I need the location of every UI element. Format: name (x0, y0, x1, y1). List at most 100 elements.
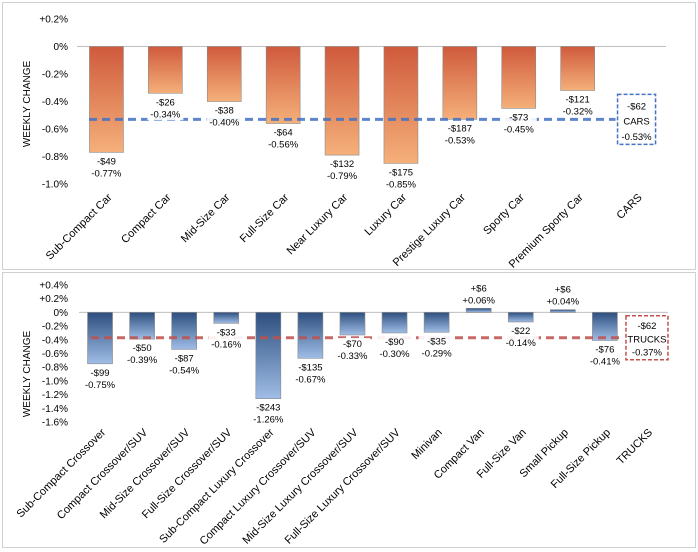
car-pct-label: -0.79% (327, 171, 358, 182)
car-data-label-bg (382, 166, 419, 191)
car-data-label-bg (206, 104, 243, 129)
car-dollar-label: -$49 (97, 156, 116, 167)
truck-y-tick-label: -0.8% (42, 363, 68, 374)
truck-average-pct: -0.37% (632, 348, 663, 359)
car-pct-label: -0.53% (445, 135, 476, 146)
truck-data-label-bg (208, 326, 245, 351)
truck-data-label-bg (250, 401, 287, 426)
truck-pct-label: -0.75% (85, 380, 116, 391)
car-bar (324, 46, 360, 156)
truck-y-tick-label: -1.4% (42, 404, 68, 415)
truck-bar (550, 309, 576, 313)
truck-dollar-label: -$70 (343, 339, 362, 350)
car-y-tick-label: 0% (54, 42, 69, 53)
truck-y-tick-label: +0.2% (39, 294, 68, 305)
truck-y-tick-label: -1.6% (42, 418, 68, 429)
truck-data-label-bg (82, 366, 119, 391)
car-data-label-bg (500, 111, 537, 136)
car-bar (560, 46, 595, 91)
car-pct-label: -0.77% (91, 168, 122, 179)
truck-pct-label: -0.67% (295, 374, 326, 385)
truck-pct-label: -0.54% (169, 365, 200, 376)
car-dollar-label: -$175 (389, 167, 413, 178)
car-average-dollar: -$62 (627, 102, 646, 113)
truck-pct-label: -0.16% (211, 339, 242, 350)
truck-average-box (625, 314, 669, 361)
trucks-y-axis-title: WEEKLY CHANGE (22, 331, 33, 418)
truck-data-label-bg (418, 335, 455, 360)
car-dollar-label: -$121 (565, 95, 589, 106)
truck-average-dollar: -$62 (637, 321, 656, 332)
car-bar (89, 46, 124, 153)
car-pct-label: -0.45% (504, 124, 535, 135)
truck-bar (129, 312, 155, 340)
truck-data-label-bg (334, 338, 371, 363)
car-dollar-label: -$187 (448, 123, 472, 134)
truck-data-label-bg (124, 342, 161, 367)
car-y-tick-label: -0.2% (42, 70, 68, 81)
car-bar (442, 46, 478, 120)
truck-bar (339, 312, 366, 336)
cars-y-axis-title: WEEKLY CHANGE (22, 61, 33, 148)
truck-y-tick-label: +0.4% (39, 281, 68, 292)
car-bar (265, 46, 301, 124)
car-bar (148, 46, 183, 94)
truck-data-label-bg (376, 335, 413, 360)
car-dollar-label: -$26 (156, 97, 175, 108)
car-data-label-bg (265, 126, 302, 151)
car-data-label-bg (88, 155, 125, 180)
truck-pct-label: -0.33% (337, 351, 368, 362)
car-data-label-bg (324, 158, 361, 183)
truck-pct-label: -0.14% (506, 338, 537, 349)
car-y-tick-label: -0.4% (42, 97, 68, 108)
truck-pct-label: -1.26% (253, 415, 284, 426)
truck-y-tick-label: -0.6% (42, 349, 68, 360)
truck-bar (507, 312, 534, 323)
car-pct-label: -0.40% (209, 118, 240, 129)
truck-y-tick-label: -1.2% (42, 390, 68, 401)
truck-dollar-label: +$6 (555, 285, 571, 296)
truck-pct-label: -0.29% (422, 348, 453, 359)
car-dollar-label: -$64 (274, 128, 293, 139)
car-dollar-label: -$38 (215, 106, 234, 117)
car-data-label-bg (147, 96, 184, 121)
truck-y-tick-label: -1.0% (42, 376, 68, 387)
truck-data-label-bg (460, 282, 497, 307)
car-dollar-label: -$73 (509, 112, 528, 123)
truck-y-tick-label: 0% (54, 308, 69, 319)
truck-bar (592, 312, 618, 341)
truck-average-name: TRUCKS (627, 334, 666, 345)
car-average-pct: -0.53% (621, 132, 652, 143)
truck-bar (423, 312, 450, 333)
truck-dollar-label: -$87 (175, 353, 194, 364)
truck-dollar-label: +$6 (471, 283, 487, 294)
car-pct-label: -0.85% (386, 179, 417, 190)
truck-pct-label: -0.39% (127, 355, 158, 366)
car-y-tick-label: +0.2% (39, 15, 68, 26)
car-pct-label: -0.32% (563, 107, 594, 118)
car-dollar-label: -$132 (330, 159, 354, 170)
car-bar (383, 46, 419, 164)
truck-pct-label: +0.04% (547, 297, 580, 308)
truck-dollar-label: -$50 (133, 343, 152, 354)
truck-dollar-label: -$33 (217, 327, 236, 338)
truck-y-tick-label: -0.2% (42, 322, 68, 333)
truck-bar (297, 312, 324, 359)
truck-data-label-bg (586, 343, 623, 368)
truck-data-label-bg (292, 361, 329, 386)
truck-dollar-label: -$90 (385, 337, 404, 348)
car-y-tick-label: -1.0% (42, 180, 68, 191)
car-average-name: CARS (623, 117, 649, 128)
truck-dollar-label: -$76 (595, 344, 614, 355)
truck-dollar-label: -$243 (256, 403, 280, 414)
truck-dollar-label: -$35 (427, 336, 446, 347)
truck-bar (171, 312, 197, 350)
truck-y-tick-label: -0.4% (42, 335, 68, 346)
truck-bar (381, 312, 408, 334)
truck-dollar-label: -$135 (298, 362, 322, 373)
car-bar (206, 46, 242, 102)
truck-data-label-bg (544, 283, 581, 308)
car-data-label-bg (441, 122, 478, 147)
truck-data-label-bg (502, 324, 539, 349)
